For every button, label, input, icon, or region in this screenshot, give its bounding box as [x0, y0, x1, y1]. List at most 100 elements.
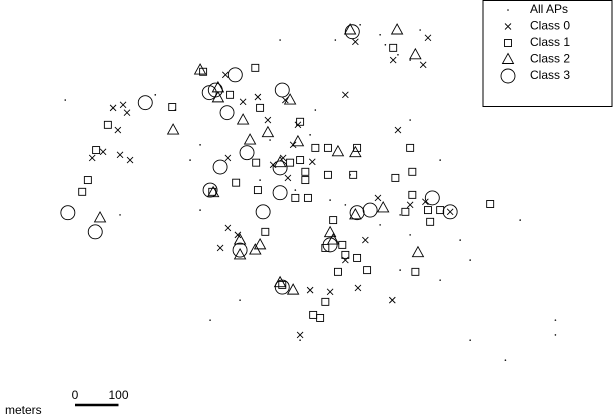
class1-marker — [353, 143, 362, 152]
class1-marker — [408, 190, 417, 199]
class1-marker — [406, 143, 415, 152]
ap-dot — [189, 159, 191, 161]
class0-marker — [126, 156, 134, 164]
class1-marker — [329, 216, 338, 225]
class1-marker — [296, 156, 305, 165]
class3-marker — [239, 145, 255, 161]
class1-marker — [199, 67, 208, 76]
class1-marker — [92, 146, 101, 155]
class0-marker — [389, 56, 397, 64]
class1-marker — [226, 90, 235, 99]
class1-marker — [408, 167, 417, 176]
class3-marker — [274, 82, 290, 98]
ap-dot — [294, 189, 297, 191]
class3-marker — [232, 242, 248, 258]
class0-marker — [296, 331, 304, 339]
class3-marker — [255, 204, 271, 220]
ap-dot — [384, 44, 387, 46]
class1-marker — [323, 170, 332, 179]
ap-dot — [554, 334, 557, 336]
class1-marker — [303, 193, 312, 202]
ap-dot — [154, 94, 157, 96]
class1-marker — [251, 63, 260, 72]
class2-marker — [253, 237, 267, 250]
class2-marker — [286, 283, 300, 295]
class0-marker — [224, 154, 232, 162]
class1-marker — [321, 297, 330, 306]
class3-marker — [272, 185, 288, 201]
class1-marker — [232, 178, 241, 187]
class2-marker — [331, 144, 345, 157]
class1-marker — [436, 206, 445, 215]
class1-marker — [363, 266, 372, 275]
class1-marker — [168, 103, 177, 111]
class0-marker — [234, 231, 242, 239]
class3-marker — [274, 279, 290, 295]
ap-dot — [344, 204, 347, 206]
ap-dot — [519, 219, 521, 221]
class0-marker — [394, 126, 402, 134]
class1-marker — [311, 143, 320, 152]
class0-marker — [281, 96, 289, 104]
class2-marker — [326, 233, 340, 245]
class3-marker — [212, 159, 228, 175]
class3-marker — [219, 105, 235, 121]
ap-dot — [399, 214, 401, 216]
class0-marker — [216, 244, 224, 252]
class0-marker — [446, 208, 454, 216]
class3-marker — [442, 204, 458, 220]
class1-marker — [301, 167, 310, 176]
scale-bar-label: meters — [5, 403, 42, 417]
class0-marker — [239, 98, 247, 106]
ap-dot — [419, 29, 421, 31]
ap-dot — [379, 224, 381, 226]
ap-dot — [379, 33, 381, 36]
class3-marker — [227, 67, 243, 83]
ap-dot — [199, 144, 201, 146]
class2-marker — [376, 200, 390, 213]
class1-marker — [252, 158, 261, 167]
class3-marker — [207, 82, 223, 98]
class0-marker — [424, 34, 432, 42]
ap-dot — [309, 134, 311, 136]
class3-marker — [87, 224, 103, 240]
class1-marker — [316, 314, 325, 322]
class2-marker — [323, 225, 337, 238]
class2-marker — [193, 63, 207, 75]
class2-marker — [343, 23, 357, 35]
class0-marker — [422, 198, 429, 206]
class1-marker — [286, 158, 295, 167]
class2-marker — [349, 145, 362, 158]
ap-dot — [239, 299, 241, 301]
class1-marker — [321, 243, 330, 252]
legend-label: Class 2 — [530, 52, 570, 66]
class2-marker — [236, 113, 250, 125]
class1-marker — [333, 267, 342, 276]
class0-marker — [308, 158, 316, 166]
class0-marker — [88, 154, 96, 162]
ap-dot — [209, 319, 211, 321]
class1-marker — [341, 250, 350, 259]
class1-marker — [411, 267, 420, 276]
ap-dot — [554, 319, 557, 321]
class1-marker — [338, 240, 347, 249]
legend-label: Class 1 — [530, 35, 570, 49]
ap-dot — [299, 339, 301, 341]
class2-marker — [233, 247, 247, 260]
class1-marker — [256, 103, 265, 112]
class0-marker — [254, 93, 262, 101]
class0-marker — [352, 38, 359, 46]
class2-marker — [409, 47, 422, 60]
class0-marker — [119, 101, 127, 109]
class3-marker — [201, 85, 217, 101]
class2-marker — [411, 245, 425, 258]
class2-marker — [93, 210, 107, 223]
ap-dot — [459, 239, 461, 241]
class3-marker — [60, 205, 76, 221]
ap-dot — [469, 259, 471, 261]
class0-marker — [294, 121, 302, 129]
class1-marker — [83, 176, 92, 185]
ap-dot — [409, 59, 411, 61]
class0-marker — [123, 109, 131, 116]
class1-marker — [296, 117, 305, 126]
